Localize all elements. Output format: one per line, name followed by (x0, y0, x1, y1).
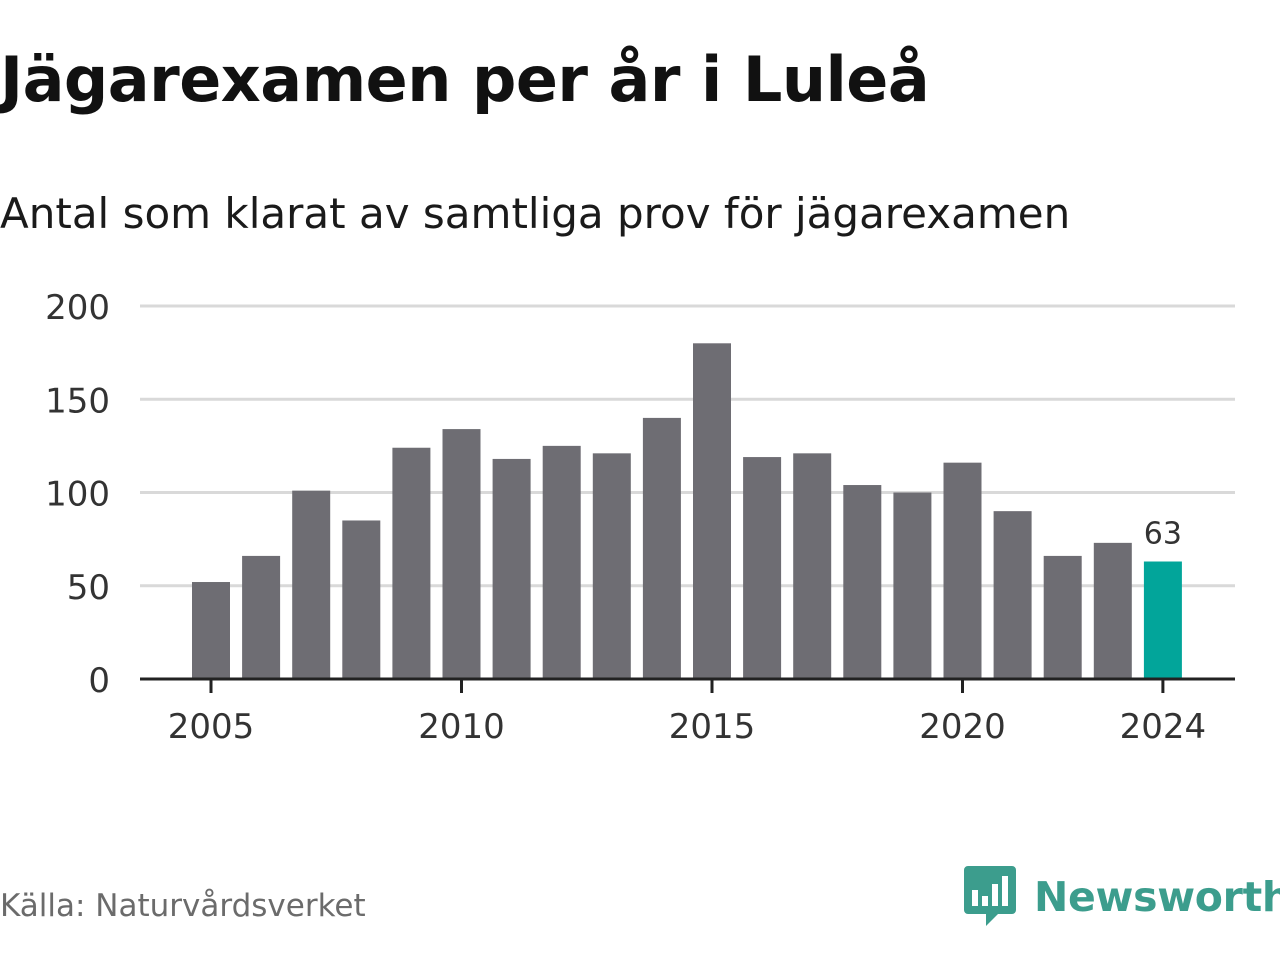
y-tick-label: 200 (45, 288, 110, 328)
x-tick-label: 2015 (669, 707, 756, 747)
bar-2014 (642, 417, 681, 679)
bar-2012 (542, 445, 581, 679)
brand-name: Newsworthy (1034, 873, 1280, 921)
bar-2017 (793, 453, 832, 679)
y-tick-label: 0 (88, 661, 110, 701)
y-tick-label: 100 (45, 475, 110, 515)
y-tick-label: 50 (67, 568, 110, 608)
chart-title: Jägarexamen per år i Luleå (0, 43, 930, 116)
bar-2016 (743, 457, 782, 679)
bar-2024 (1143, 561, 1182, 679)
bar-2021 (993, 511, 1032, 679)
bar-2010 (442, 429, 481, 679)
bar-2011 (492, 458, 531, 679)
bar-2005 (192, 582, 230, 679)
x-tick-label: 2005 (168, 707, 255, 747)
chart-subtitle: Antal som klarat av samtliga prov för jä… (0, 189, 1071, 238)
x-tick-label: 2024 (1120, 707, 1207, 747)
x-tick-label: 2010 (418, 707, 505, 747)
bar-2007 (292, 490, 331, 679)
source-note: Källa: Naturvårdsverket (0, 888, 366, 924)
newsworthy-logo-icon (964, 866, 1016, 926)
bar-2019 (893, 492, 932, 679)
data-label-highlight: 63 (1144, 517, 1182, 552)
labels: 0 50 100 150 200 2005 2010 2015 2020 2024 63 (45, 288, 1206, 747)
bar-2023 (1093, 542, 1132, 679)
brand-block: Newsworthy (964, 862, 1280, 932)
bar-2022 (1043, 555, 1082, 679)
bar-2013 (592, 453, 631, 679)
y-tick-label: 150 (45, 381, 110, 421)
axes (140, 677, 1235, 693)
bar-2006 (242, 555, 281, 679)
bar-2008 (342, 520, 381, 679)
bar-2018 (843, 485, 882, 679)
bar-2020 (943, 462, 982, 679)
bar-2009 (392, 447, 431, 679)
bar-chart: 0 50 100 150 200 2005 2010 2015 2020 2024 63 (45, 288, 1235, 747)
bar-2015 (693, 343, 731, 679)
x-tick-label: 2020 (919, 707, 1006, 747)
bars (192, 343, 1182, 679)
